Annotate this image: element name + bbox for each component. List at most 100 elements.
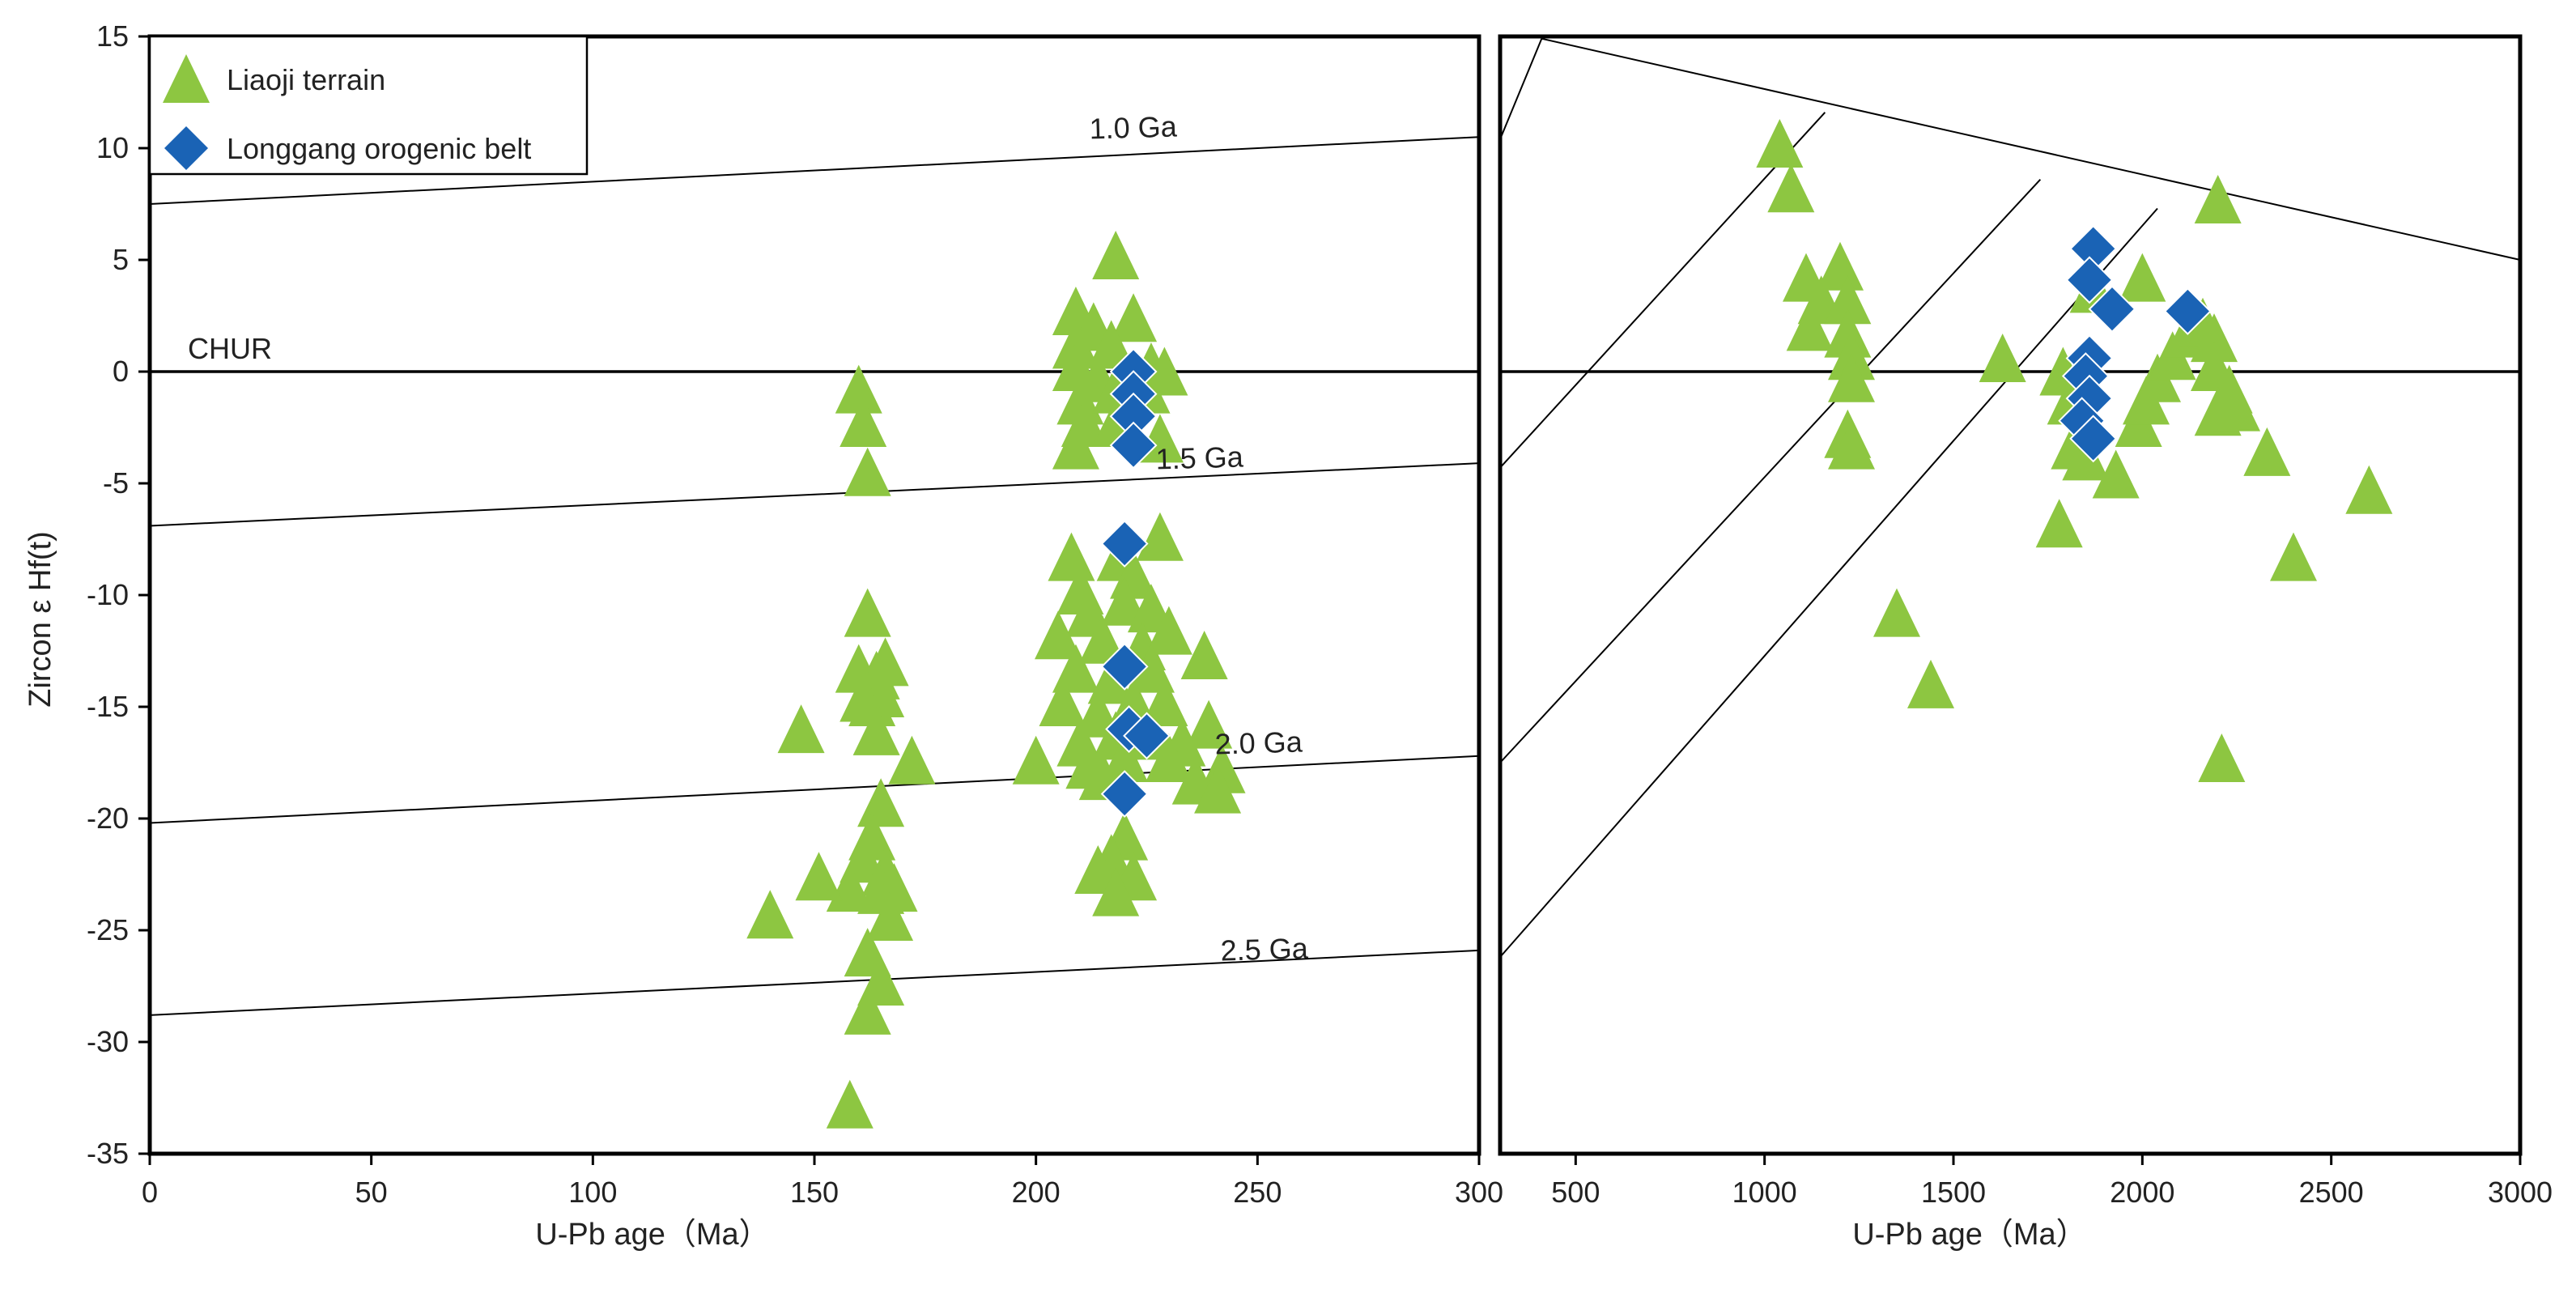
liaoji-triangle-point (857, 778, 905, 827)
data-marks-layer (746, 119, 2393, 1129)
plot-frame-1 (147, 34, 1481, 1156)
liaoji-triangle-point (1092, 231, 1140, 279)
longgang-diamond-point (1100, 770, 1149, 819)
liaoji-triangle-point (844, 985, 891, 1035)
liaoji-triangle-point (1141, 347, 1188, 396)
liaoji-triangle-point (1180, 631, 1228, 680)
x-tick-label: 150 (790, 1176, 839, 1209)
longgang-diamond-point (1109, 421, 1158, 470)
y-tick-label: -30 (87, 1025, 129, 1058)
y-tick-label: 15 (96, 19, 129, 53)
chart-text-layer: 0 50 100 150 200 250 300151050-5-10-15-20-25-3… (23, 19, 2553, 1252)
liaoji-triangle-point (1078, 614, 1126, 664)
liaoji-triangle-point (1101, 734, 1149, 782)
liaoji-triangle-point (1767, 164, 1815, 213)
y-tick-label: -20 (87, 802, 129, 835)
x-tick-label: 2500 (2299, 1176, 2364, 1209)
x-axis-label: U-Pb age（Ma） (1852, 1218, 2086, 1252)
liaoji-triangle-point (1907, 659, 1954, 708)
liaoji-triangle-point (2213, 382, 2260, 432)
longgang-diamond-point (1100, 520, 1149, 568)
y-tick-label: 10 (96, 131, 129, 164)
x-tick-label: 500 (1551, 1176, 1600, 1209)
reference-line-1 (1499, 38, 1543, 140)
liaoji-triangle-point (1824, 308, 1872, 358)
liaoji-triangle-point (1035, 610, 1082, 660)
line-label-2-5-ga: 2.5 Ga (1220, 931, 1309, 967)
x-tick-label: 2000 (2110, 1176, 2174, 1209)
plot-frame-2 (1498, 34, 2523, 1156)
reference-line-4 (1499, 178, 2042, 763)
longgang-diamond-point (1100, 642, 1149, 691)
liaoji-triangle-point (2270, 532, 2317, 581)
liaoji-triangle-point (2345, 465, 2393, 514)
legend-label-liaoji: Liaoji terrain (227, 63, 385, 96)
liaoji-triangle-point (1979, 333, 2026, 382)
reference-line-1-0-ga (149, 136, 1480, 205)
liaoji-triangle-point (1194, 764, 1242, 814)
legend: Liaoji terrain Longgang orogenic belt (148, 35, 589, 176)
liaoji-triangle-point (2243, 427, 2291, 476)
reference-line-3 (1499, 112, 1826, 469)
x-tick-label: 50 (355, 1176, 388, 1209)
reference-line-5 (1499, 207, 2158, 958)
longgang-diamond-point (2069, 415, 2118, 463)
reference-line-2-0-ga (149, 755, 1480, 824)
liaoji-triangle-point (1145, 606, 1192, 655)
y-tick-label: -10 (87, 578, 129, 611)
y-tick-label: -35 (87, 1137, 129, 1170)
longgang-diamond-point (2088, 285, 2136, 334)
liaoji-triangle-point (1012, 735, 1060, 785)
liaoji-triangle-point (840, 673, 887, 722)
x-tick-label: 0 (142, 1176, 158, 1209)
liaoji-triangle-point (2198, 734, 2246, 782)
liaoji-triangle-point (1052, 644, 1099, 693)
liaoji-triangle-point (835, 364, 882, 414)
y-tick-label: 5 (113, 243, 129, 276)
liaoji-triangle-point (1087, 320, 1135, 369)
line-label-chur: CHUR (188, 332, 272, 365)
x-tick-label: 200 (1012, 1176, 1061, 1209)
liaoji-triangle-point (866, 891, 914, 941)
liaoji-triangle-point (1087, 655, 1135, 704)
liaoji-triangle-point (2191, 313, 2238, 363)
liaoji-triangle-point (1824, 275, 1872, 325)
liaoji-triangle-point (1817, 241, 1864, 291)
y-tick-label: 0 (113, 355, 129, 388)
legend-triangle-icon (163, 54, 210, 103)
liaoji-triangle-point (1828, 420, 1875, 470)
liaoji-triangle-point (1141, 678, 1188, 726)
line-label-1-0-ga: 1.0 Ga (1089, 109, 1178, 145)
line-label-2-0-ga: 2.0 Ga (1214, 725, 1303, 760)
liaoji-triangle-point (1052, 342, 1099, 391)
reference-line-2-5-ga (149, 949, 1480, 1016)
y-tick-label: -5 (103, 466, 129, 500)
x-tick-label: 300 (1455, 1176, 1503, 1209)
liaoji-triangle-point (826, 1079, 874, 1129)
legend-diamond-icon (164, 126, 208, 170)
liaoji-triangle-point (2092, 449, 2140, 499)
liaoji-triangle-point (1052, 420, 1099, 470)
longgang-diamond-point (1123, 712, 1171, 760)
legend-label-longgang: Longgang orogenic belt (227, 132, 531, 165)
liaoji-triangle-point (1127, 644, 1175, 693)
x-tick-label: 100 (568, 1176, 617, 1209)
liaoji-triangle-point (1048, 532, 1095, 581)
liaoji-triangle-point (1756, 119, 1804, 168)
liaoji-triangle-point (840, 398, 887, 447)
x-tick-label: 250 (1233, 1176, 1282, 1209)
liaoji-triangle-point (1185, 700, 1233, 749)
liaoji-triangle-point (746, 890, 794, 939)
liaoji-triangle-point (1873, 588, 1920, 637)
line-label-1-5-ga: 1.5 Ga (1155, 440, 1244, 475)
reference-line-1-5-ga (149, 462, 1480, 527)
liaoji-triangle-point (888, 735, 936, 785)
liaoji-triangle-point (2194, 175, 2242, 223)
liaoji-triangle-point (2062, 432, 2110, 481)
x-tick-label: 1500 (1921, 1176, 1986, 1209)
reference-line-2 (1541, 37, 2521, 261)
liaoji-triangle-point (795, 852, 843, 901)
liaoji-triangle-point (777, 704, 825, 754)
longgang-diamond-point (2065, 256, 2114, 304)
